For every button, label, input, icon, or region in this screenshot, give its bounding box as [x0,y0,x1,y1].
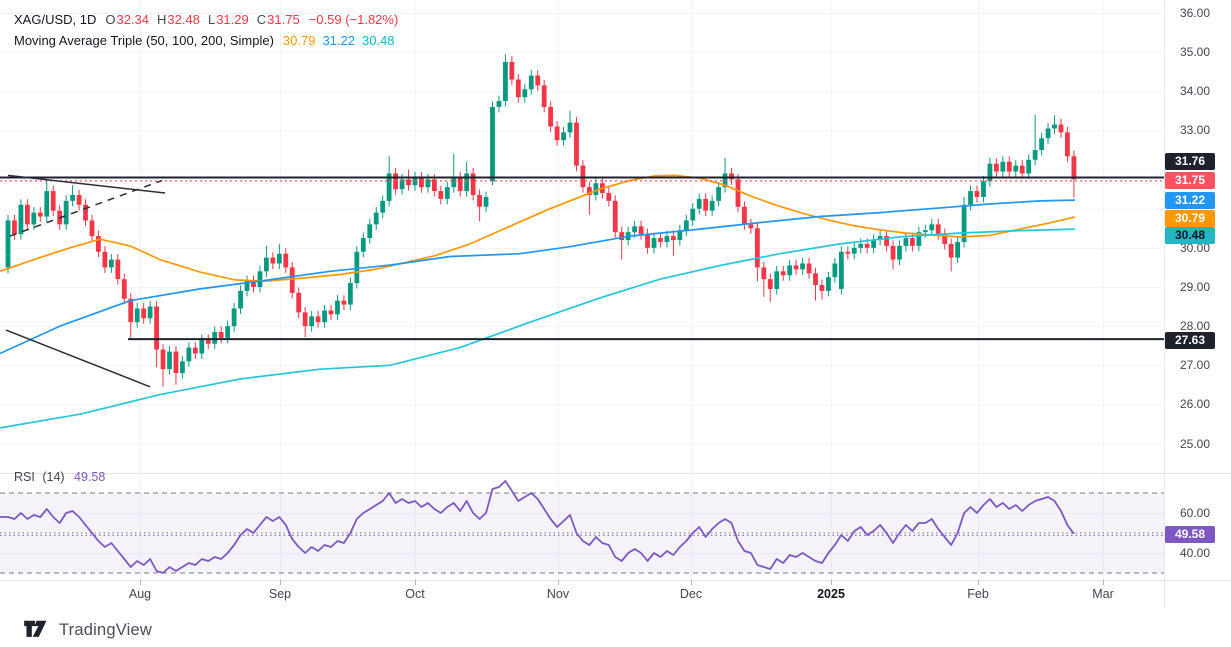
price-badge: 31.75 [1165,172,1215,189]
trendline-1 [7,174,166,194]
legend-item: Moving Average Triple (50, 100, 200, Sim… [14,33,274,48]
time-tick [978,580,979,585]
price-badge: 31.76 [1165,153,1215,170]
axis-tick-label: 25.00 [1179,437,1211,451]
legend-item: 32.48 [167,12,200,27]
legend-item: H [157,12,167,27]
axis-tick-label: 34.00 [1179,84,1211,98]
month-label-Nov: Nov [546,587,570,601]
chart-canvas[interactable] [0,0,1231,612]
time-tick [280,580,281,585]
candlestick-series [5,54,1077,387]
panel-divider[interactable] [0,473,1231,474]
time-tick [691,580,692,585]
axis-tick-label: 28.00 [1179,319,1211,333]
price-badge: 27.63 [1165,332,1215,349]
trendline-3 [5,329,151,388]
axis-tick-label: 29.00 [1179,280,1211,294]
axis-tick-label: 27.00 [1179,358,1211,372]
time-tick [140,580,141,585]
indicator-legend-ma[interactable]: Moving Average Triple (50, 100, 200, Sim… [14,33,395,48]
month-label-Sep: Sep [268,587,292,601]
legend-item: −0.59 (−1.82%) [308,12,399,27]
price-badge: 30.79 [1165,210,1215,227]
time-tick [1103,580,1104,585]
time-tick [415,580,416,585]
ma-line-100 [0,199,1076,355]
price-badge: 30.48 [1165,227,1215,244]
legend-item: 30.48 [362,33,395,48]
axis-tick-label: 36.00 [1179,6,1211,20]
time-tick [558,580,559,585]
legend-item: 31.29 [216,12,249,27]
price-badge: 49.58 [1165,526,1215,543]
month-label-2025: 2025 [817,587,845,601]
legend-item: 32.34 [116,12,150,27]
trendline-2 [9,179,163,237]
axis-tick-label: 35.00 [1179,45,1211,59]
axis-tick-label: 30.00 [1179,241,1211,255]
legend-item: C [256,12,267,27]
time-axis[interactable]: Aug Sep Oct Nov Dec 2025 Feb Mar [0,580,1231,608]
rsi-line [0,480,1075,574]
month-label-Dec: Dec [679,587,703,601]
axis-tick-label: 33.00 [1179,123,1211,137]
rsi-value: 49.58 [74,470,106,484]
time-tick [831,580,832,585]
ma-line-50 [0,174,1076,282]
tradingview-mark-icon [24,620,47,637]
tradingview-logo-text: TradingView [59,620,152,639]
gridlines [0,0,1164,580]
price-badge: 31.22 [1165,192,1215,209]
month-label-Oct: Oct [405,587,425,601]
axis-tick-label: 26.00 [1179,397,1211,411]
time-axis-border [0,580,1231,581]
symbol-legend[interactable]: XAG/USD, 1D O32.34 H32.48 L31.29 C31.75 −0.59… [14,12,398,27]
month-label-Feb: Feb [967,587,989,601]
legend-item: L [207,12,216,27]
axis-tick-label: 40.00 [1179,546,1211,560]
rsi-label: RSI [14,470,35,484]
legend-item: 31.22 [322,33,355,48]
rsi-band-lines [0,492,1164,574]
tradingview-logo[interactable]: TradingView [24,620,152,640]
month-label-Aug: Aug [128,587,152,601]
price-axis-border [1164,0,1165,608]
rsi-params: (14) [42,470,65,484]
legend-item: O [105,12,116,27]
axis-tick-label: 60.00 [1179,506,1211,520]
legend-item: 30.79 [282,33,316,48]
legend-item: 31.75 [267,12,300,27]
month-label-Mar: Mar [1092,587,1114,601]
ma-line-200 [0,228,1076,429]
legend-item: XAG/USD, 1D [14,12,97,27]
indicator-legend-rsi[interactable]: RSI (14) 49.58 [14,470,105,484]
